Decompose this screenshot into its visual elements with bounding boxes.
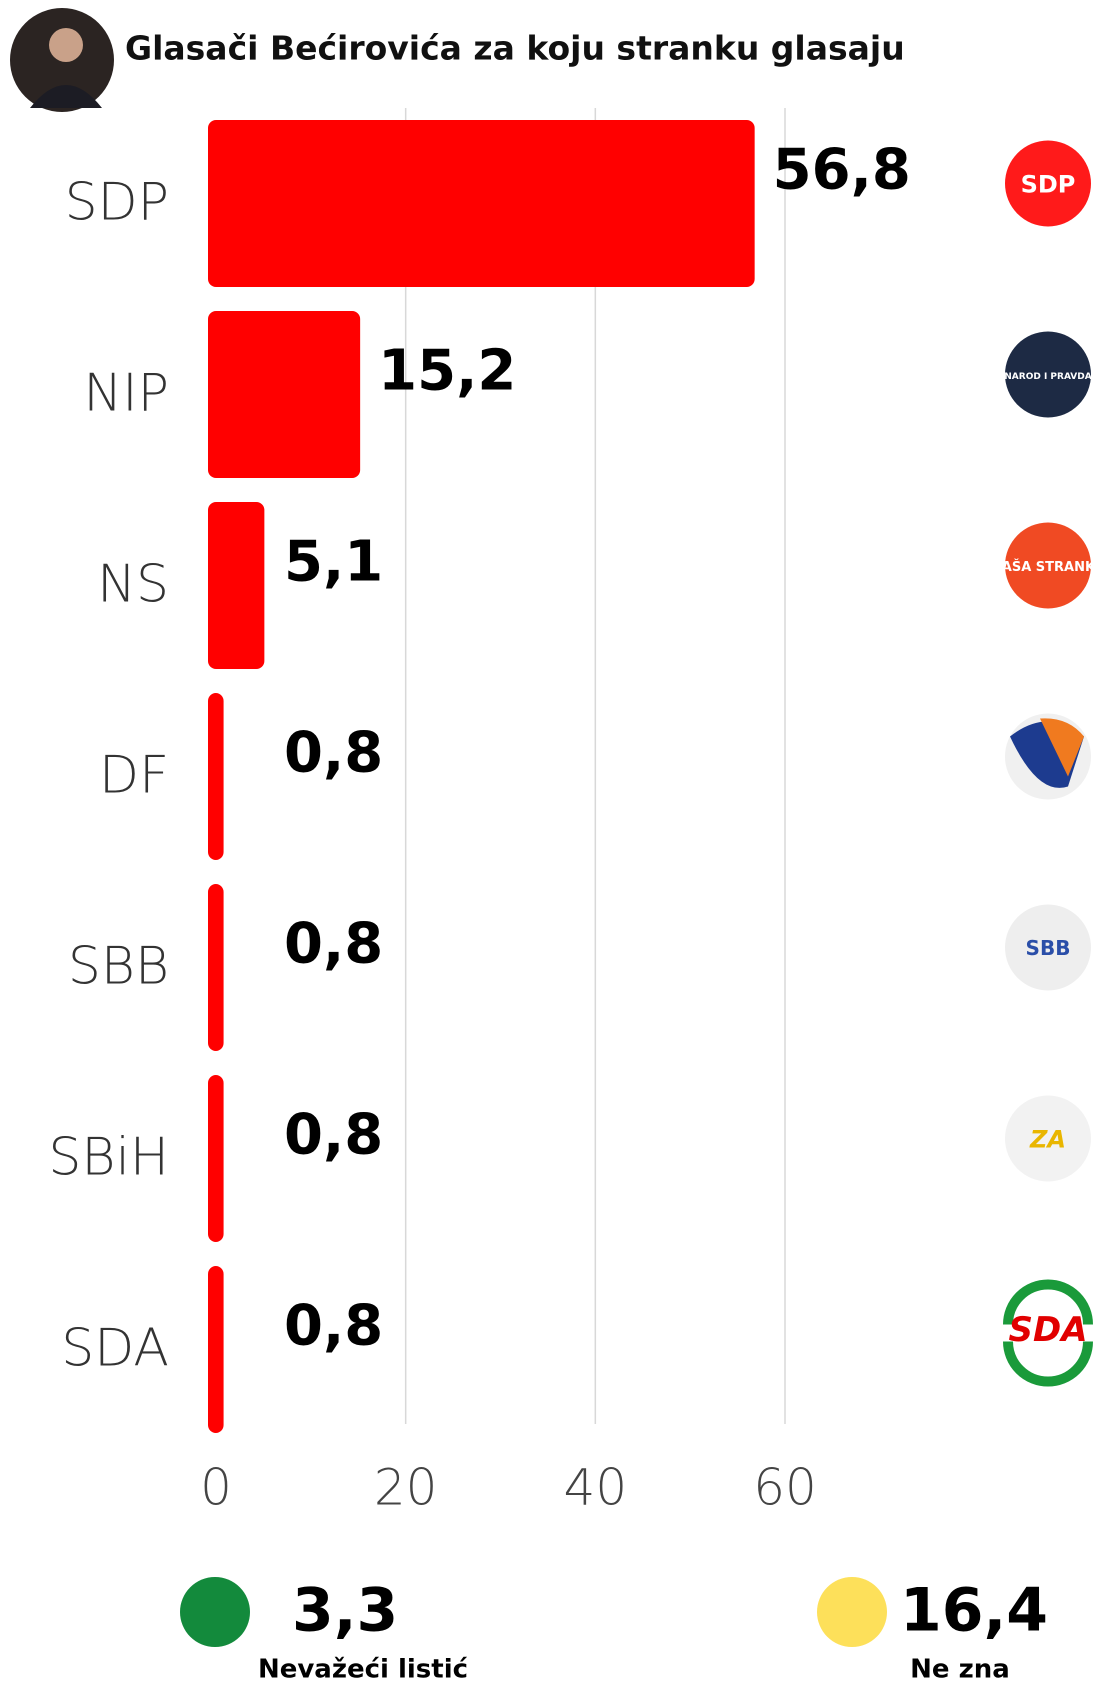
category-label: NS (97, 555, 169, 615)
sda-logo-arc (1003, 1341, 1093, 1387)
value-label: 5,1 (284, 530, 383, 595)
value-label: 0,8 (284, 721, 383, 786)
party-logo-text: ZA (1029, 1126, 1066, 1154)
x-tick-label: 40 (564, 1459, 628, 1517)
party-logo-text: NAŠA STRANKA (991, 559, 1101, 575)
value-label: 0,8 (284, 1294, 383, 1359)
bar (208, 1266, 224, 1433)
x-tick-label: 20 (374, 1459, 438, 1517)
party-logo (1005, 904, 1091, 991)
party-logo (1005, 522, 1091, 609)
party-logo (1005, 331, 1091, 418)
party-logo (1005, 1286, 1091, 1373)
category-label: SBiH (48, 1128, 169, 1188)
category-label: SDP (65, 173, 169, 233)
avatar-face (49, 28, 83, 62)
extra-label: Nevažeći listić (258, 1655, 468, 1685)
bar (208, 884, 224, 1051)
df-logo-shape (1040, 718, 1084, 777)
bar (208, 1075, 224, 1242)
sda-logo-arc (1003, 1279, 1093, 1325)
extra-dot (817, 1577, 887, 1647)
party-logo-text: NAROD I PRAVDA (1004, 372, 1091, 382)
value-label: 15,2 (378, 339, 516, 404)
category-label: NIP (83, 364, 169, 424)
category-label: SDA (61, 1319, 169, 1379)
chart-title: Glasači Bećirovića za koju stranku glasa… (125, 29, 905, 68)
value-label: 56,8 (773, 138, 911, 203)
party-logo (1005, 1095, 1091, 1182)
x-tick-label: 60 (753, 1459, 817, 1517)
x-tick-label: 0 (200, 1459, 232, 1517)
party-logo-text: SBB (1026, 936, 1071, 960)
category-label: DF (99, 746, 169, 806)
value-label: 0,8 (284, 1103, 383, 1168)
party-logo-text: SDP (1021, 171, 1076, 199)
party-logo-text: SDA (1008, 1310, 1087, 1350)
extra-value: 16,4 (900, 1576, 1048, 1646)
party-logo (1005, 140, 1091, 227)
category-label: SBB (68, 937, 169, 997)
extra-dot (180, 1577, 250, 1647)
bar (208, 502, 265, 669)
value-label: 0,8 (284, 912, 383, 977)
bar (208, 311, 361, 478)
extra-label: Ne zna (910, 1655, 1010, 1685)
extra-value: 3,3 (292, 1576, 398, 1646)
avatar-body (30, 85, 102, 108)
bar (208, 120, 755, 287)
bar (208, 693, 224, 860)
